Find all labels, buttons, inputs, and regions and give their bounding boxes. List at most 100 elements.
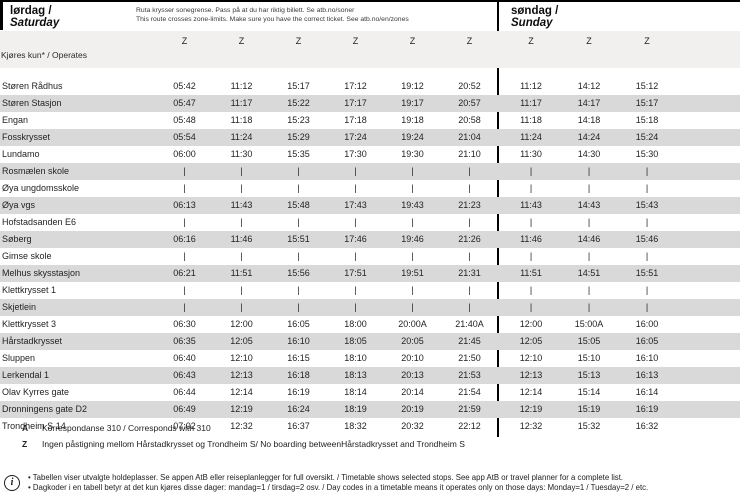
- time-cell-saturday: 18:13: [344, 370, 367, 380]
- time-cell-saturday: 18:00: [344, 319, 367, 329]
- time-cell-saturday: 06:13: [173, 200, 196, 210]
- time-cell-saturday: 19:24: [401, 132, 424, 142]
- stop-name: Lerkendal 1: [2, 370, 50, 380]
- table-row: Dronningens gate D2 06:49 12:19 16:24 18:19 2…: [0, 401, 740, 418]
- time-cell-saturday: 21:40A: [455, 319, 484, 329]
- time-cell-saturday: 06:44: [173, 387, 196, 397]
- sunday-header: søndag / Sunday: [511, 5, 558, 29]
- stop-name: Søberg: [2, 234, 32, 244]
- time-cell-saturday: |: [411, 251, 414, 261]
- time-cell-sunday: 16:05: [635, 336, 659, 346]
- stop-name: Sluppen: [2, 353, 36, 363]
- time-cell-sunday: 16:32: [635, 421, 659, 431]
- time-cell-sunday: 11:24: [520, 132, 542, 142]
- time-cell-saturday: 16:18: [287, 370, 310, 380]
- time-cell-saturday: 16:24: [287, 404, 310, 414]
- time-cell-saturday: |: [411, 183, 414, 193]
- time-cell-saturday: 12:32: [230, 421, 253, 431]
- time-cell-saturday: |: [468, 251, 471, 261]
- table-row: Sluppen 06:40 12:10 16:15 18:10 20:10 21:50 12:…: [0, 350, 740, 367]
- saturday-title-en: Saturday: [10, 17, 60, 29]
- table-row: Lundamo 06:00 11:30 15:35 17:30 19:30 21:10 11:…: [0, 146, 740, 163]
- time-cell-sunday: 14:46: [577, 234, 601, 244]
- time-cell-saturday: 20:32: [401, 421, 424, 431]
- table-row: Engan 05:48 11:18 15:23 17:18 19:18 20:58 11:18…: [0, 112, 740, 129]
- time-cell-saturday: 11:30: [230, 149, 253, 159]
- time-cell-sunday: 14:24: [577, 132, 601, 142]
- time-cell-saturday: |: [240, 251, 243, 261]
- table-row: Lerkendal 1 06:43 12:13 16:18 18:13 20:13 21:5…: [0, 367, 740, 384]
- time-cell-sunday: 15:00A: [574, 319, 604, 329]
- time-cell-saturday: 12:14: [230, 387, 253, 397]
- time-cell-saturday: |: [297, 183, 300, 193]
- time-cell-sunday: |: [587, 251, 591, 261]
- table-row: Øya ungdomsskole | | | | | | | | |: [0, 180, 740, 197]
- time-cell-saturday: 12:13: [230, 370, 253, 380]
- time-cell-saturday: 21:31: [458, 268, 481, 278]
- saturday-section-bar: [0, 2, 3, 30]
- footnote-text: Ingen påstigning mellom Hårstadkrysset o…: [42, 439, 465, 449]
- zone-code: Z: [466, 36, 473, 46]
- time-cell-saturday: 06:00: [173, 149, 196, 159]
- stop-name: Gimse skole: [2, 251, 52, 261]
- time-cell-saturday: 21:54: [458, 387, 481, 397]
- table-row: Melhus skysstasjon 06:21 11:51 15:56 17:51 19…: [0, 265, 740, 282]
- info-section: i • Tabellen viser utvalgte holdeplasser…: [4, 473, 736, 492]
- time-cell-saturday: |: [183, 166, 186, 176]
- time-cell-saturday: 12:10: [230, 353, 253, 363]
- info-line: • Tabellen viser utvalgte holdeplasser. …: [28, 473, 624, 482]
- time-cell-saturday: |: [297, 166, 300, 176]
- time-cell-saturday: |: [354, 285, 357, 295]
- time-cell-sunday: 16:13: [635, 370, 659, 380]
- zone-code-band: Z Z Z Z Z Z Z Z Z Kjøres kun* / Operates: [0, 31, 740, 68]
- table-row: Hofstadsanden E6 | | | | | | | | |: [0, 214, 740, 231]
- stop-name: Trondheim S 14: [2, 421, 66, 431]
- time-cell-saturday: 20:52: [458, 81, 481, 91]
- time-cell-sunday: 14:43: [577, 200, 601, 210]
- saturday-title-no: lørdag /: [10, 5, 52, 17]
- time-cell-sunday: 15:10: [577, 353, 601, 363]
- time-cell-saturday: 05:48: [173, 115, 196, 125]
- time-cell-saturday: 17:30: [344, 149, 367, 159]
- stop-name: Skjetlein: [2, 302, 37, 312]
- time-cell-saturday: |: [354, 183, 357, 193]
- time-cell-sunday: 15:24: [635, 132, 659, 142]
- stop-name: Hofstadsanden E6: [2, 217, 77, 227]
- time-cell-saturday: 19:46: [401, 234, 424, 244]
- time-cell-sunday: 12:32: [519, 421, 543, 431]
- time-cell-sunday: 15:43: [635, 200, 659, 210]
- time-cell-sunday: 14:17: [577, 98, 601, 108]
- info-icon: i: [4, 475, 20, 491]
- time-cell-saturday: |: [240, 166, 243, 176]
- timetable-body: Støren Rådhus 05:42 11:12 15:17 17:12 19:12 20…: [0, 78, 740, 435]
- time-cell-sunday: 15:05: [577, 336, 601, 346]
- time-cell-sunday: 12:13: [519, 370, 543, 380]
- time-cell-sunday: |: [645, 183, 649, 193]
- time-cell-saturday: 17:46: [344, 234, 367, 244]
- time-cell-saturday: 17:17: [344, 98, 367, 108]
- time-cell-saturday: 12:19: [230, 404, 253, 414]
- time-cell-sunday: 11:17: [520, 98, 542, 108]
- time-cell-sunday: |: [645, 251, 649, 261]
- time-cell-sunday: 14:12: [577, 81, 601, 91]
- time-cell-saturday: 22:12: [458, 421, 481, 431]
- time-cell-saturday: 06:35: [173, 336, 196, 346]
- time-cell-sunday: 16:14: [635, 387, 659, 397]
- time-cell-sunday: 15:19: [577, 404, 601, 414]
- table-row: Klettkrysset 1 | | | | | | | | |: [0, 282, 740, 299]
- time-cell-saturday: |: [240, 183, 243, 193]
- stop-name: Engan: [2, 115, 29, 125]
- time-cell-saturday: 21:53: [458, 370, 481, 380]
- time-cell-saturday: |: [411, 166, 414, 176]
- table-row: Olav Kyrres gate 06:44 12:14 16:19 18:14 20:1…: [0, 384, 740, 401]
- time-cell-saturday: 17:18: [344, 115, 367, 125]
- time-cell-sunday: 15:13: [577, 370, 601, 380]
- zone-code: Z: [295, 36, 302, 46]
- time-cell-saturday: 21:59: [458, 404, 481, 414]
- time-cell-saturday: 20:13: [401, 370, 424, 380]
- stop-name: Støren Stasjon: [2, 98, 62, 108]
- table-row: Trondheim S 14 07:02 12:32 16:37 18:32 20:32 2…: [0, 418, 740, 435]
- zone-code: Z: [644, 36, 650, 46]
- table-row: Klettkrysset 3 06:30 12:00 16:05 18:00 20:00A…: [0, 316, 740, 333]
- time-cell-sunday: |: [529, 251, 533, 261]
